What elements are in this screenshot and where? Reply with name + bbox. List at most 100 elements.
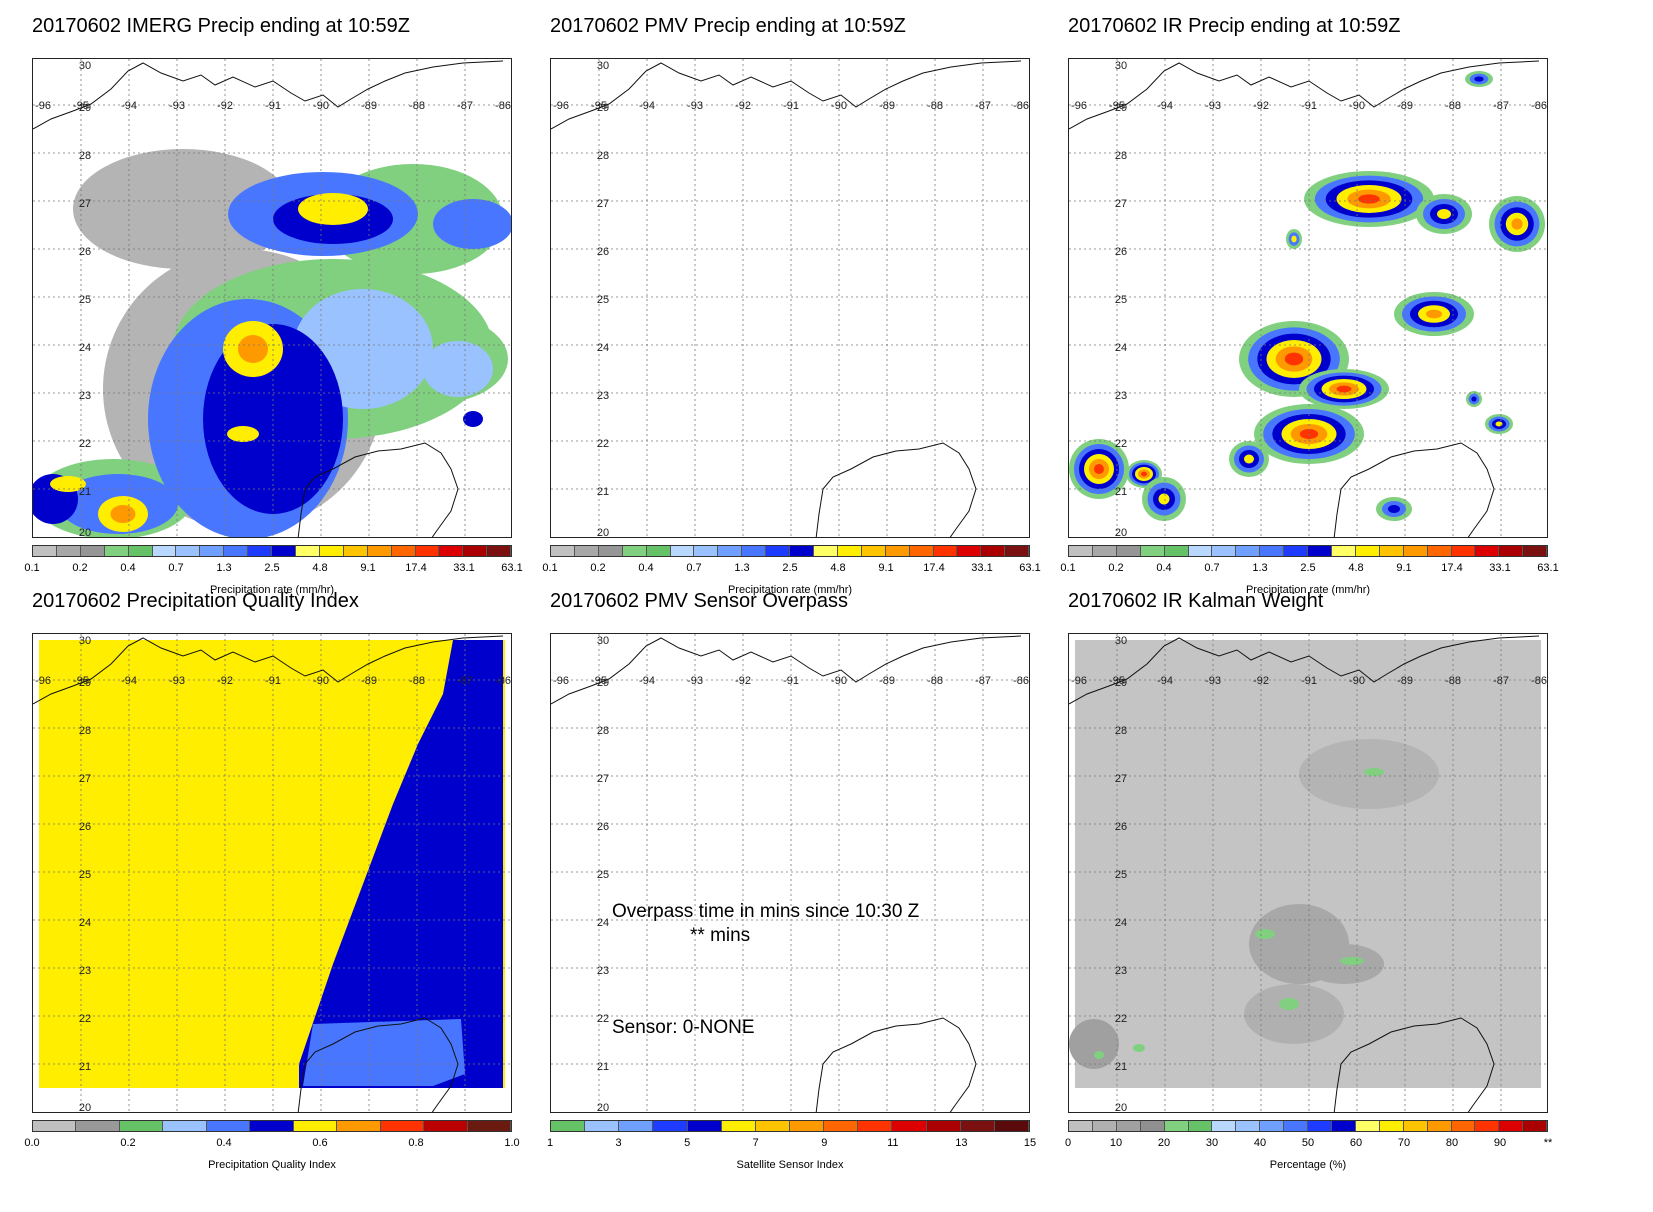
map-kalman-weight: -96 -95 -94 -93 -92 -91 -90 -89 -88 -87 -86 30 29 28 2… xyxy=(1068,633,1548,1113)
latitude-label: 27 xyxy=(597,198,609,210)
precip-cell xyxy=(1141,471,1147,477)
colorbar-segment xyxy=(1284,1121,1309,1131)
coastline-yucatan xyxy=(1333,442,1495,537)
longitude-label: -91 xyxy=(783,675,799,687)
longitude-label: -89 xyxy=(1397,100,1413,112)
colorbar-tick: 1.3 xyxy=(734,562,750,574)
latitude-label: 22 xyxy=(79,438,91,450)
precip-cell xyxy=(1255,929,1275,939)
colorbar-segment xyxy=(646,546,671,556)
map-grid xyxy=(551,59,1029,537)
longitude-label: -87 xyxy=(1493,100,1509,112)
colorbar-segment xyxy=(824,1121,859,1131)
longitude-label: -92 xyxy=(735,100,751,112)
colorbar-tick: 63.1 xyxy=(501,562,523,574)
colorbar-ticks: 0.0 0.2 0.4 0.6 0.8 1.0 xyxy=(24,1137,519,1153)
colorbar-label: Precipitation rate (mm/hr) xyxy=(727,584,853,596)
panel-title: 20170602 IR Precip ending at 10:59Z xyxy=(1068,15,1401,37)
colorbar-tick: 0.7 xyxy=(686,562,702,574)
map-svg: -96 -95 -94 -93 -92 -91 -90 -89 -88 -87 -86 30 29 28 2… xyxy=(551,59,1029,537)
map-ir-precip: -96 -95 -94 -93 -92 -91 -90 -89 -88 -87 -86 30 29 28 2… xyxy=(1068,58,1548,538)
quality-region-lightblue xyxy=(303,1019,465,1086)
latitude-label: 29 xyxy=(1115,102,1127,114)
colorbar-tick: 2.5 xyxy=(782,562,798,574)
precip-cell xyxy=(1094,1051,1104,1059)
longitude-label: -95 xyxy=(73,675,89,687)
colorbar-segment xyxy=(424,1121,468,1131)
longitude-label: -93 xyxy=(169,675,185,687)
colorbar-tick: 2.5 xyxy=(264,562,280,574)
precip-cell xyxy=(298,193,368,225)
latitude-label: 20 xyxy=(1115,527,1127,538)
longitude-label: -91 xyxy=(265,100,281,112)
colorbar-segment xyxy=(789,1121,825,1131)
map-svg: -96 -95 -94 -93 -92 -91 -90 -89 -88 -87 -86 30 29 28 2… xyxy=(1069,59,1547,538)
quality-region-blue xyxy=(299,640,503,1088)
latitude-label: 29 xyxy=(79,677,91,689)
latitude-label: 28 xyxy=(1115,150,1127,162)
coastline-north xyxy=(551,60,1022,130)
latitude-label: 24 xyxy=(1115,342,1127,354)
panel-title: 20170602 IR Kalman Weight xyxy=(1068,590,1324,612)
longitude-label: -89 xyxy=(879,675,895,687)
latitude-label: 22 xyxy=(79,1013,91,1025)
latitude-label: 22 xyxy=(1115,1013,1127,1025)
precip-cell xyxy=(1158,493,1170,505)
precip-cell xyxy=(1244,984,1344,1044)
latitude-label: 28 xyxy=(79,150,91,162)
colorbar-segment xyxy=(104,546,129,556)
precip-cell xyxy=(1437,209,1451,219)
colorbar-segment xyxy=(1005,546,1030,556)
precip-cell xyxy=(423,341,493,397)
colorbar-segment xyxy=(861,546,886,556)
colorbar-segment xyxy=(1092,546,1117,556)
panel-sensor-overpass: 20170602 PMV Sensor Overpass -96 -95 -94 -9… xyxy=(545,575,1065,1175)
data-field xyxy=(39,640,505,1088)
precip-cell xyxy=(1304,944,1384,984)
precip-cell xyxy=(433,199,511,249)
latitude-label: 29 xyxy=(1115,677,1127,689)
colorbar xyxy=(32,1120,512,1132)
precip-cell xyxy=(1495,421,1503,427)
longitude-label: -93 xyxy=(687,100,703,112)
colorbar-segment xyxy=(1236,1121,1261,1131)
colorbar-tick: 13 xyxy=(955,1137,968,1149)
colorbar-tick: 9.1 xyxy=(360,562,376,574)
colorbar-label: Satellite Sensor Index xyxy=(736,1159,844,1171)
colorbar-segment xyxy=(1427,1121,1452,1131)
latitude-label: 23 xyxy=(597,965,609,977)
colorbar-tick: 9 xyxy=(821,1137,828,1149)
precip-cell xyxy=(1364,768,1384,776)
latitude-label: 20 xyxy=(597,1102,609,1113)
colorbar-tick: 4.8 xyxy=(830,562,846,574)
colorbar-segment xyxy=(439,546,464,556)
coastline-north xyxy=(33,60,504,130)
colorbar-segment xyxy=(1499,1121,1524,1131)
coastline-yucatan xyxy=(297,1017,459,1112)
colorbar-segment xyxy=(837,546,862,556)
colorbar-tick: 9.1 xyxy=(1396,562,1412,574)
precip-cell xyxy=(227,426,259,442)
colorbar-segment xyxy=(1284,546,1309,556)
colorbar xyxy=(1068,1120,1548,1132)
longitude-label: -96 xyxy=(553,675,569,687)
sensor-text: Sensor: 0-NONE xyxy=(612,1017,755,1038)
colorbar-segment xyxy=(367,546,392,556)
map-quality-index: -96 -95 -94 -93 -92 -91 -90 -89 -88 -87 -86 30 29 28 2… xyxy=(32,633,512,1113)
data-field xyxy=(33,149,511,537)
latitude-label: 24 xyxy=(597,917,609,929)
map-sensor-overpass: -96 -95 -94 -93 -92 -91 -90 -89 -88 -87 -86 30 29 28 2… xyxy=(550,633,1030,1113)
colorbar-segment xyxy=(957,546,982,556)
precip-cell xyxy=(1340,957,1364,965)
latitude-label: 30 xyxy=(597,635,609,647)
colorbar-segment xyxy=(119,1121,164,1131)
latitude-label: 28 xyxy=(597,725,609,737)
colorbar-segment xyxy=(858,1121,893,1131)
precip-cell xyxy=(50,476,86,492)
colorbar-tick: 0.2 xyxy=(120,1137,136,1149)
colorbar-segment xyxy=(1475,1121,1500,1131)
colorbar-segment xyxy=(1427,546,1452,556)
panel-title: 20170602 Precipitation Quality Index xyxy=(32,590,359,612)
panel-title: 20170602 PMV Precip ending at 10:59Z xyxy=(550,15,906,37)
colorbar-tick: 60 xyxy=(1349,1137,1363,1149)
